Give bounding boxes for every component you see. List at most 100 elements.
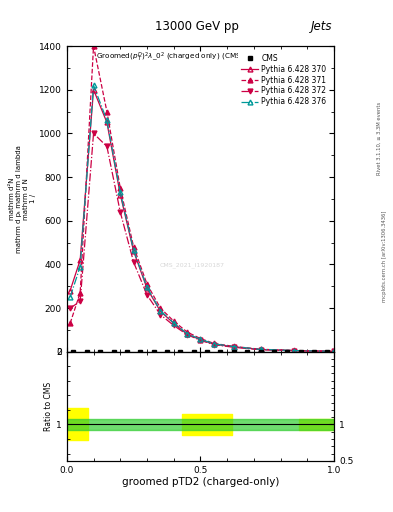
Pythia 6.428 372 — [171, 323, 176, 329]
Pythia 6.428 371 — [292, 347, 296, 353]
Pythia 6.428 370 — [211, 341, 216, 347]
CMS — [165, 349, 169, 355]
CMS — [325, 349, 330, 355]
Line: Pythia 6.428 370: Pythia 6.428 370 — [68, 88, 336, 354]
Pythia 6.428 371 — [185, 329, 189, 335]
CMS — [205, 349, 209, 355]
CMS — [298, 349, 303, 355]
CMS — [245, 349, 250, 355]
X-axis label: groomed pTD2 (charged-only): groomed pTD2 (charged-only) — [122, 477, 279, 487]
Pythia 6.428 371 — [105, 109, 109, 115]
Pythia 6.428 376 — [158, 308, 163, 314]
CMS — [125, 349, 129, 355]
Pythia 6.428 370 — [118, 191, 123, 198]
Pythia 6.428 370 — [131, 248, 136, 254]
Line: Pythia 6.428 376: Pythia 6.428 376 — [68, 83, 336, 354]
Pythia 6.428 371 — [91, 43, 96, 49]
Pythia 6.428 370 — [78, 257, 83, 263]
Pythia 6.428 372 — [332, 348, 336, 354]
Pythia 6.428 372 — [158, 311, 163, 317]
CMS — [71, 349, 76, 355]
Pythia 6.428 370 — [105, 119, 109, 125]
CMS — [178, 349, 183, 355]
Line: Pythia 6.428 372: Pythia 6.428 372 — [68, 131, 336, 354]
Pythia 6.428 376 — [91, 82, 96, 89]
CMS — [285, 349, 290, 355]
Bar — [67, 419, 334, 430]
Pythia 6.428 376 — [292, 348, 296, 354]
Pythia 6.428 370 — [198, 336, 203, 343]
Pythia 6.428 376 — [145, 284, 149, 290]
Pythia 6.428 370 — [332, 348, 336, 354]
Pythia 6.428 372 — [68, 305, 73, 311]
Text: Jets: Jets — [310, 20, 332, 33]
Pythia 6.428 372 — [145, 292, 149, 298]
Pythia 6.428 372 — [198, 337, 203, 344]
Y-axis label: Ratio to CMS: Ratio to CMS — [44, 381, 53, 431]
Pythia 6.428 370 — [292, 348, 296, 354]
Line: CMS: CMS — [72, 350, 329, 354]
Pythia 6.428 370 — [68, 287, 73, 293]
Pythia 6.428 371 — [211, 340, 216, 347]
CMS — [138, 349, 143, 355]
Pythia 6.428 371 — [332, 348, 336, 354]
Pythia 6.428 371 — [258, 346, 263, 352]
Pythia 6.428 372 — [258, 347, 263, 353]
Pythia 6.428 372 — [131, 259, 136, 265]
Pythia 6.428 372 — [231, 344, 236, 350]
CMS — [151, 349, 156, 355]
Pythia 6.428 372 — [118, 209, 123, 215]
Pythia 6.428 371 — [231, 344, 236, 350]
Pythia 6.428 371 — [171, 318, 176, 324]
Pythia 6.428 372 — [292, 348, 296, 354]
Pythia 6.428 370 — [91, 87, 96, 93]
CMS — [111, 349, 116, 355]
Pythia 6.428 370 — [158, 308, 163, 314]
Text: CMS_2021_I1920187: CMS_2021_I1920187 — [160, 262, 225, 268]
Pythia 6.428 370 — [171, 320, 176, 326]
Pythia 6.428 372 — [91, 131, 96, 137]
Legend: CMS, Pythia 6.428 370, Pythia 6.428 371, Pythia 6.428 372, Pythia 6.428 376: CMS, Pythia 6.428 370, Pythia 6.428 371,… — [238, 50, 330, 110]
Pythia 6.428 371 — [131, 244, 136, 250]
Pythia 6.428 376 — [198, 336, 203, 343]
Pythia 6.428 371 — [145, 281, 149, 287]
Pythia 6.428 371 — [118, 185, 123, 191]
Pythia 6.428 376 — [105, 117, 109, 123]
CMS — [312, 349, 316, 355]
Pythia 6.428 376 — [211, 340, 216, 347]
Pythia 6.428 371 — [68, 320, 73, 326]
Pythia 6.428 376 — [231, 344, 236, 350]
Pythia 6.428 372 — [78, 298, 83, 305]
CMS — [98, 349, 103, 355]
Text: mcplots.cern.ch [arXiv:1306.3436]: mcplots.cern.ch [arXiv:1306.3436] — [382, 210, 387, 302]
Text: 13000 GeV pp: 13000 GeV pp — [154, 20, 239, 33]
Text: Rivet 3.1.10, ≥ 3.3M events: Rivet 3.1.10, ≥ 3.3M events — [377, 101, 382, 175]
CMS — [191, 349, 196, 355]
Pythia 6.428 376 — [78, 264, 83, 270]
Pythia 6.428 371 — [198, 335, 203, 342]
CMS — [231, 349, 236, 355]
Pythia 6.428 372 — [211, 342, 216, 348]
Pythia 6.428 372 — [185, 332, 189, 338]
Pythia 6.428 376 — [332, 348, 336, 354]
Pythia 6.428 370 — [258, 347, 263, 353]
Pythia 6.428 371 — [78, 290, 83, 296]
CMS — [218, 349, 223, 355]
Pythia 6.428 376 — [131, 247, 136, 253]
CMS — [84, 349, 89, 355]
Pythia 6.428 372 — [105, 143, 109, 150]
Pythia 6.428 376 — [68, 294, 73, 300]
Line: Pythia 6.428 371: Pythia 6.428 371 — [68, 44, 336, 354]
Y-axis label: mathrm d²N
mathrm d pₜ mathrm d lambda
mathrm d N
1 /: mathrm d²N mathrm d pₜ mathrm d lambda m… — [9, 145, 36, 253]
Text: Groomed$(p_T^D)^2\lambda\_0^2$ (charged only) (CMS jet substructure): Groomed$(p_T^D)^2\lambda\_0^2$ (charged … — [96, 51, 305, 64]
Pythia 6.428 376 — [185, 331, 189, 337]
Pythia 6.428 370 — [231, 344, 236, 350]
Pythia 6.428 376 — [258, 346, 263, 352]
CMS — [272, 349, 276, 355]
Pythia 6.428 370 — [185, 331, 189, 337]
Pythia 6.428 371 — [158, 305, 163, 311]
CMS — [258, 349, 263, 355]
Pythia 6.428 370 — [145, 285, 149, 291]
Pythia 6.428 376 — [171, 320, 176, 326]
Pythia 6.428 376 — [118, 189, 123, 196]
